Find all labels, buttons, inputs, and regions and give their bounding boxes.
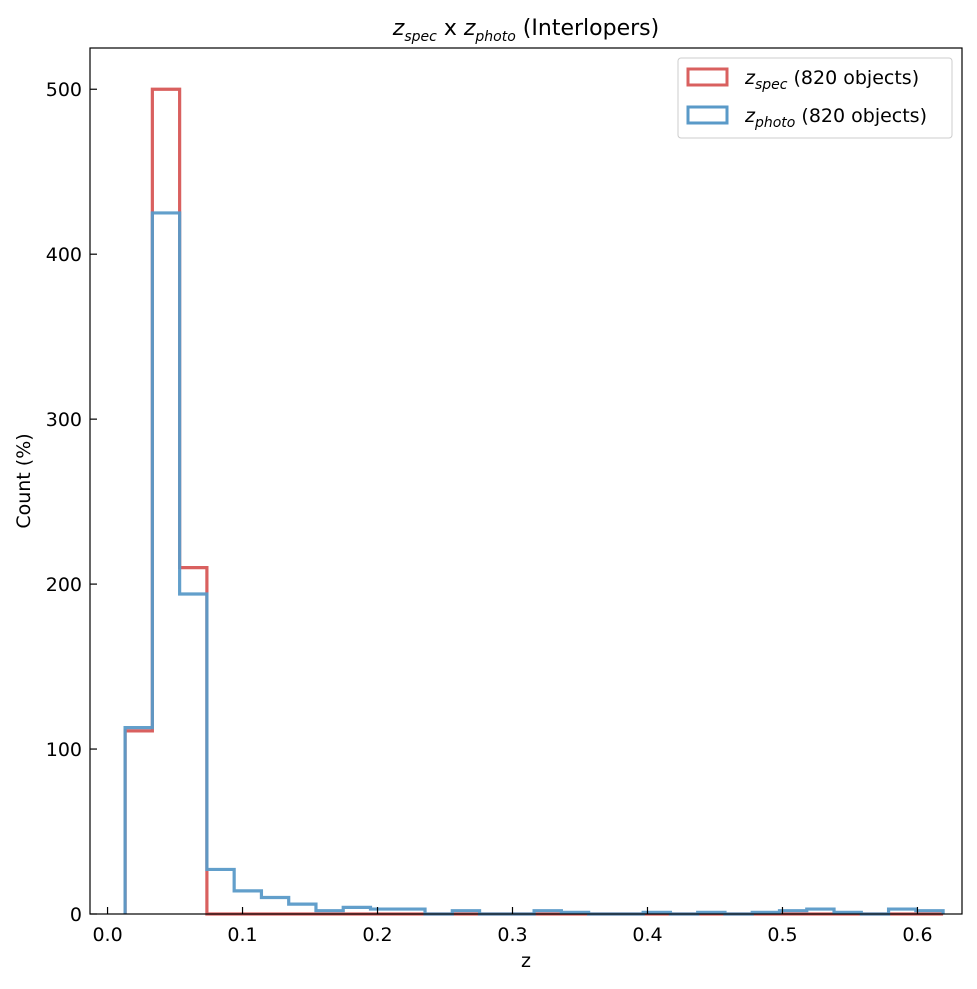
histogram-series-z-spec — [123, 87, 944, 916]
x-tick-label: 0.0 — [92, 924, 122, 946]
y-axis-label: Count (%) — [13, 433, 35, 528]
legend-entry-z-photo: zphoto (820 objects) — [744, 105, 927, 131]
x-tick-label: 0.6 — [902, 924, 932, 946]
histogram-series-layer — [123, 87, 945, 916]
title-z-photo: z — [463, 16, 476, 41]
title-z-spec: z — [392, 16, 405, 41]
title-x: x — [437, 16, 464, 41]
y-tick-label: 100 — [46, 739, 82, 761]
plot-frame — [89, 47, 963, 915]
chart-title: zspec x zphoto (Interlopers) — [392, 16, 659, 45]
title-spec-subscript: spec — [404, 29, 437, 45]
title-photo-subscript: photo — [474, 29, 515, 45]
axis-ticks-layer: 0.0 0.1 0.2 0.3 0.4 0.5 0.6 0 100 200 300 400 500 — [46, 79, 933, 946]
title-rest: (Interlopers) — [516, 16, 659, 41]
x-tick-label: 0.5 — [767, 924, 797, 946]
legend-box — [677, 57, 953, 139]
histogram-series-z-photo — [123, 211, 945, 916]
legend-swatch-z-spec — [686, 67, 729, 87]
legend-entry-z-spec: zspec (820 objects) — [744, 67, 919, 93]
y-tick-label: 400 — [46, 244, 82, 266]
x-tick-label: 0.2 — [362, 924, 392, 946]
y-tick-label: 500 — [46, 79, 82, 101]
legend-swatch-z-photo — [686, 105, 729, 125]
y-tick-label: 0 — [70, 904, 82, 926]
y-tick-label: 200 — [46, 574, 82, 596]
x-axis-label: z — [521, 950, 531, 972]
legend: zspec (820 objects) zphoto (820 objects) — [677, 57, 953, 139]
x-tick-label: 0.4 — [632, 924, 662, 946]
y-tick-label: 300 — [46, 409, 82, 431]
x-tick-label: 0.3 — [497, 924, 527, 946]
x-tick-label: 0.1 — [227, 924, 257, 946]
